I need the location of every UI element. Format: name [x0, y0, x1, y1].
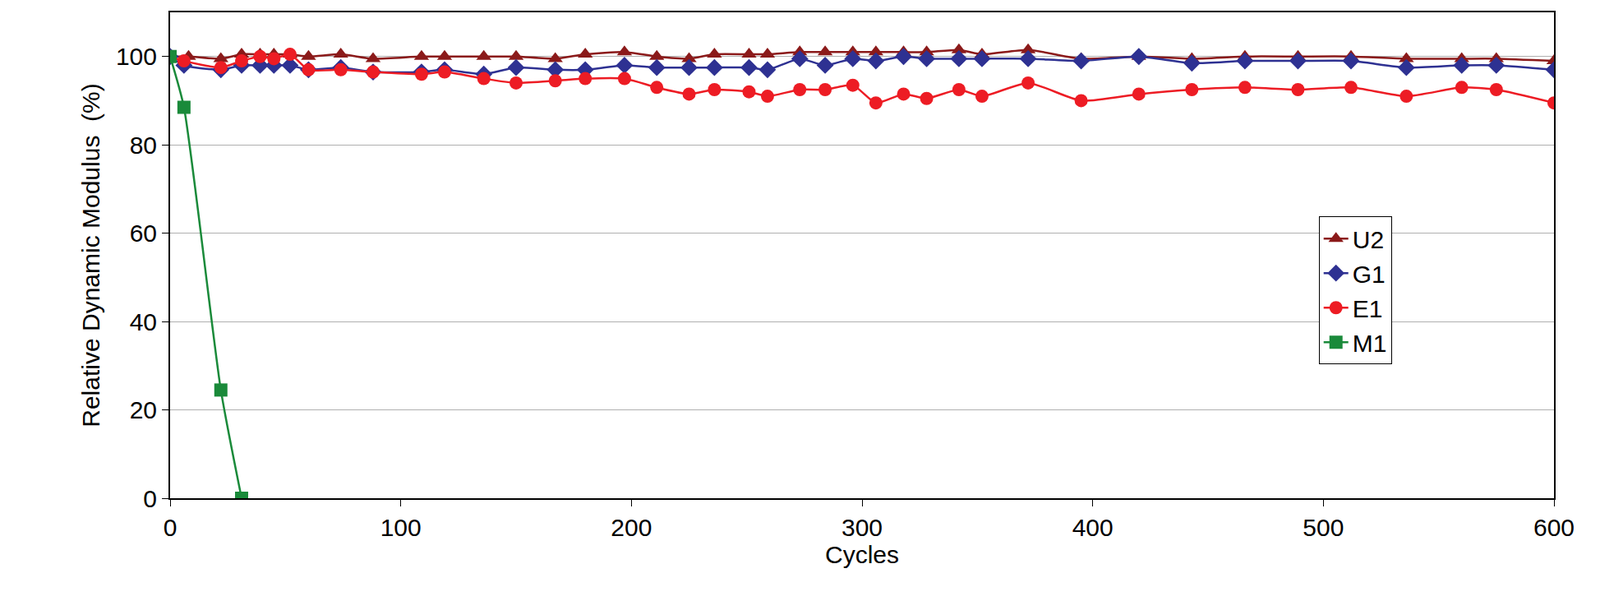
- svg-text:M1: M1: [1352, 329, 1388, 357]
- svg-text:60: 60: [129, 219, 157, 247]
- svg-text:200: 200: [610, 513, 652, 541]
- svg-text:400: 400: [1072, 513, 1114, 541]
- svg-text:Cycles: Cycles: [825, 540, 900, 568]
- svg-text:G1: G1: [1352, 260, 1386, 288]
- svg-text:0: 0: [163, 513, 178, 541]
- svg-text:U2: U2: [1352, 225, 1384, 254]
- svg-text:Relative Dynamic Modulus (%): Relative Dynamic Modulus (%): [77, 82, 105, 427]
- svg-text:40: 40: [129, 308, 157, 336]
- svg-text:300: 300: [841, 513, 883, 541]
- svg-text:100: 100: [380, 513, 422, 541]
- svg-text:500: 500: [1302, 513, 1344, 541]
- svg-text:100: 100: [115, 42, 157, 70]
- svg-text:600: 600: [1533, 513, 1575, 541]
- svg-text:20: 20: [129, 396, 157, 424]
- svg-text:E1: E1: [1352, 295, 1384, 323]
- svg-text:0: 0: [142, 484, 157, 512]
- svg-text:80: 80: [129, 131, 157, 159]
